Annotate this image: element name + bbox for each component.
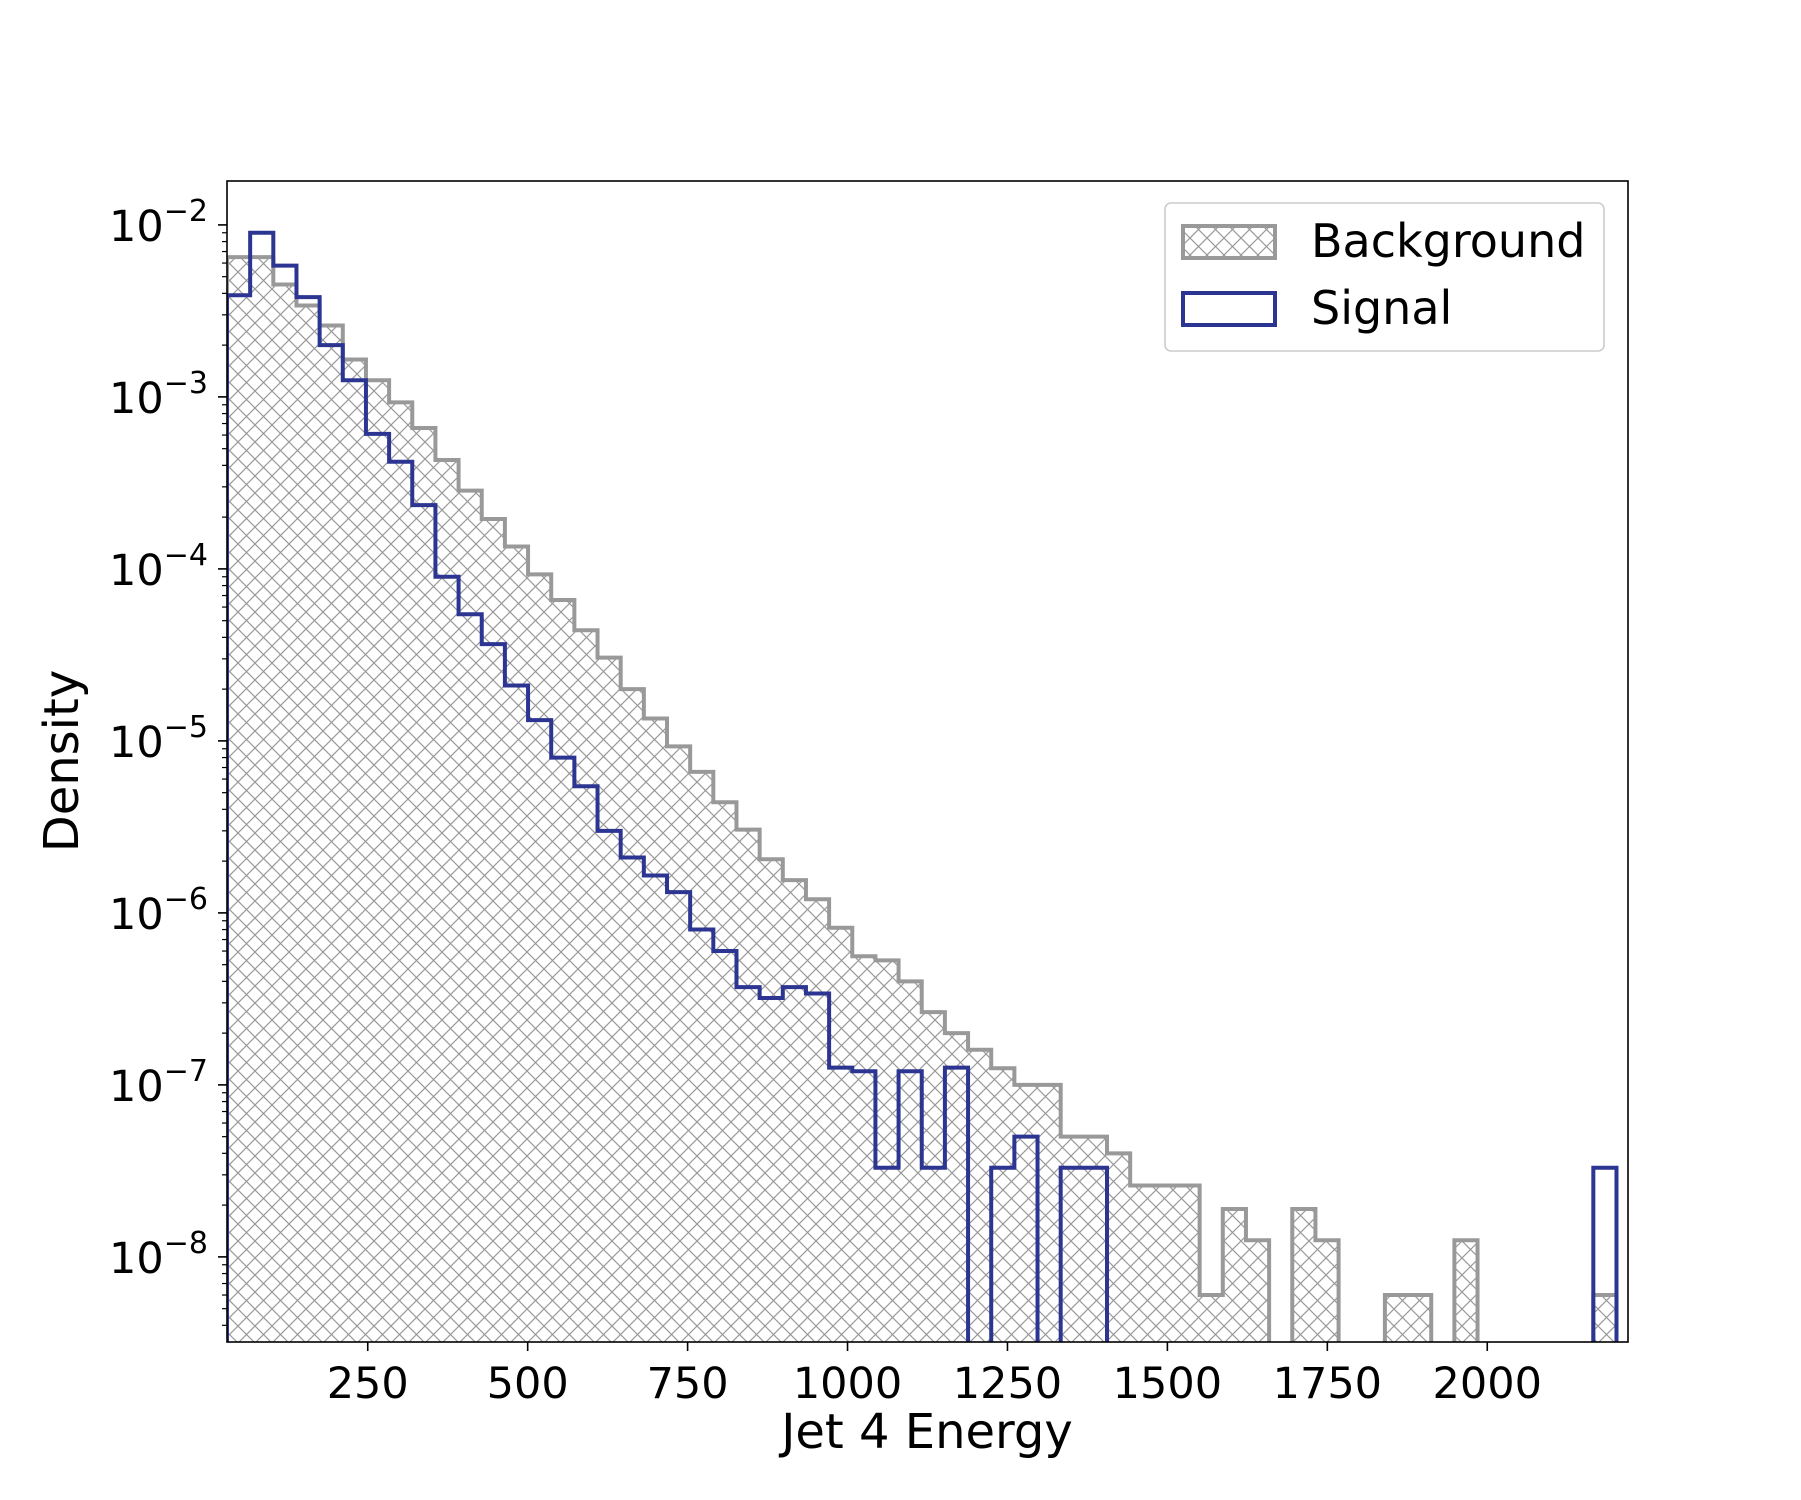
- plot-area: [227, 230, 1619, 1342]
- x-axis-label: Jet 4 Energy: [778, 1404, 1073, 1460]
- x-axis: 250 500 750 1000 1250 1500 1750 2000: [327, 1342, 1542, 1409]
- y-axis: 10−2 10−3 10−4 10−5 10−6 10−7 10−8: [109, 194, 227, 1326]
- x-tick-label: 750: [647, 1359, 729, 1409]
- x-tick-label: 1250: [953, 1359, 1062, 1409]
- y-tick-label: 10−4: [109, 538, 208, 596]
- x-tick-label: 2000: [1433, 1359, 1542, 1409]
- x-tick-label: 500: [487, 1359, 569, 1409]
- y-tick-label: 10−6: [109, 882, 208, 940]
- y-tick-label: 10−8: [109, 1226, 208, 1284]
- legend: Background Signal: [1164, 202, 1605, 352]
- background-fill: [227, 257, 1617, 1342]
- x-tick-label: 1000: [793, 1359, 902, 1409]
- signal-step-outline: [227, 230, 1619, 1342]
- y-tick-label: 10−5: [109, 710, 208, 768]
- legend-label-background: Background: [1311, 214, 1585, 268]
- background-step-outline: [227, 255, 1619, 1342]
- legend-swatch-signal: [1181, 291, 1277, 327]
- y-axis-label: Density: [34, 670, 90, 852]
- x-tick-label: 1500: [1113, 1359, 1222, 1409]
- series-layer: [227, 230, 1619, 1342]
- x-tick-label: 1750: [1273, 1359, 1382, 1409]
- axes-frame: [226, 180, 1629, 1343]
- y-tick-label: 10−3: [109, 366, 208, 424]
- legend-swatch-background: [1181, 224, 1277, 260]
- x-tick-label: 250: [327, 1359, 409, 1409]
- legend-label-signal: Signal: [1311, 281, 1452, 335]
- y-tick-label: 10−2: [109, 194, 208, 252]
- y-tick-label: 10−7: [109, 1054, 208, 1112]
